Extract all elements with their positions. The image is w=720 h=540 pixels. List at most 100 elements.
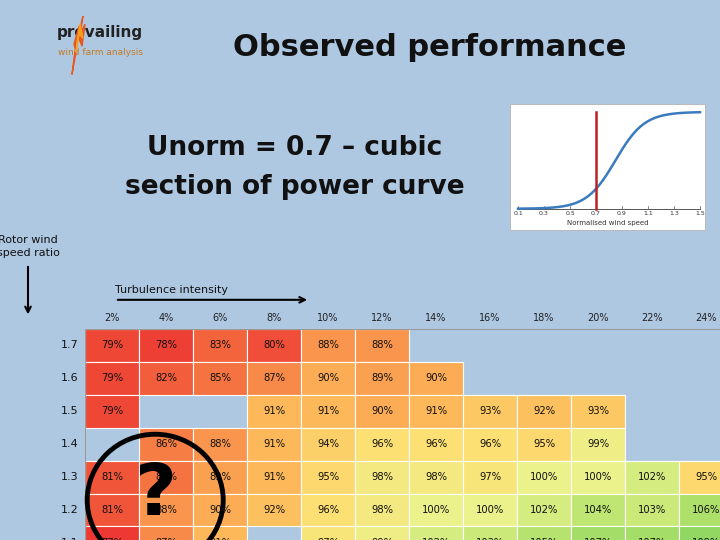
Text: 90%: 90%: [371, 406, 393, 416]
Text: 100%: 100%: [530, 472, 558, 482]
Text: 91%: 91%: [263, 439, 285, 449]
Bar: [463, 461, 517, 494]
Text: 86%: 86%: [155, 439, 177, 449]
Bar: [625, 526, 679, 540]
Bar: [301, 395, 355, 428]
Text: 96%: 96%: [479, 439, 501, 449]
Text: 1.6: 1.6: [61, 373, 78, 383]
Text: 96%: 96%: [371, 439, 393, 449]
Text: 97%: 97%: [317, 538, 339, 540]
Bar: [301, 461, 355, 494]
Bar: [247, 494, 301, 526]
Bar: [571, 395, 625, 428]
Text: 99%: 99%: [371, 538, 393, 540]
Text: 1.4: 1.4: [61, 439, 79, 449]
Text: speed ratio: speed ratio: [0, 248, 60, 258]
Text: 0.5: 0.5: [565, 211, 575, 215]
Text: 96%: 96%: [425, 439, 447, 449]
Text: 93%: 93%: [587, 406, 609, 416]
Text: 100%: 100%: [422, 505, 450, 515]
Text: 105%: 105%: [530, 538, 558, 540]
Bar: [85, 526, 139, 540]
Text: 103%: 103%: [476, 538, 504, 540]
Text: Observed performance: Observed performance: [233, 33, 626, 62]
Text: 98%: 98%: [425, 472, 447, 482]
Text: 95%: 95%: [533, 439, 555, 449]
Text: 102%: 102%: [530, 505, 558, 515]
Text: 102%: 102%: [422, 538, 450, 540]
Text: 12%: 12%: [372, 313, 392, 323]
Text: 24%: 24%: [696, 313, 716, 323]
Bar: [85, 329, 139, 362]
Bar: [463, 428, 517, 461]
Text: 89%: 89%: [371, 373, 393, 383]
Bar: [355, 461, 409, 494]
Text: section of power curve: section of power curve: [125, 173, 465, 199]
Text: 88%: 88%: [371, 340, 393, 350]
Bar: [85, 461, 139, 494]
Text: 85%: 85%: [209, 373, 231, 383]
Bar: [355, 526, 409, 540]
Bar: [85, 494, 139, 526]
Text: 0.9: 0.9: [617, 211, 627, 215]
Polygon shape: [72, 16, 85, 75]
Text: 87%: 87%: [263, 373, 285, 383]
Text: 1.1: 1.1: [61, 538, 78, 540]
Text: 8%: 8%: [266, 313, 282, 323]
Bar: [193, 526, 247, 540]
Text: 1.2: 1.2: [61, 505, 79, 515]
Bar: [193, 362, 247, 395]
Text: 81%: 81%: [101, 505, 123, 515]
Text: 82%: 82%: [155, 373, 177, 383]
Text: 97%: 97%: [479, 472, 501, 482]
Text: 79%: 79%: [101, 373, 123, 383]
Text: 96%: 96%: [317, 505, 339, 515]
Text: 85%: 85%: [155, 472, 177, 482]
Text: 109%: 109%: [692, 538, 720, 540]
Text: Unorm = 0.7 – cubic: Unorm = 0.7 – cubic: [148, 135, 443, 161]
Text: 16%: 16%: [480, 313, 500, 323]
Text: 95%: 95%: [317, 472, 339, 482]
Text: Rotor wind: Rotor wind: [0, 235, 58, 245]
Bar: [463, 526, 517, 540]
Bar: [301, 526, 355, 540]
Bar: [247, 395, 301, 428]
Bar: [679, 526, 720, 540]
Text: 102%: 102%: [638, 472, 666, 482]
Text: 90%: 90%: [317, 373, 339, 383]
Bar: [301, 494, 355, 526]
Text: 0.1: 0.1: [513, 211, 523, 215]
Bar: [139, 461, 193, 494]
Text: 10%: 10%: [318, 313, 338, 323]
Text: 91%: 91%: [263, 472, 285, 482]
Bar: [463, 395, 517, 428]
Text: 1.3: 1.3: [61, 472, 78, 482]
Bar: [139, 362, 193, 395]
Bar: [409, 362, 463, 395]
Text: 87%: 87%: [155, 538, 177, 540]
Bar: [517, 494, 571, 526]
Text: 79%: 79%: [101, 340, 123, 350]
Bar: [301, 428, 355, 461]
Text: 99%: 99%: [587, 439, 609, 449]
Text: 83%: 83%: [209, 340, 231, 350]
Text: 104%: 104%: [584, 505, 612, 515]
Bar: [247, 428, 301, 461]
Bar: [571, 428, 625, 461]
Bar: [517, 461, 571, 494]
Text: 78%: 78%: [155, 340, 177, 350]
Text: 93%: 93%: [479, 406, 501, 416]
Text: 98%: 98%: [371, 505, 393, 515]
Bar: [355, 329, 409, 362]
Bar: [625, 494, 679, 526]
Text: 91%: 91%: [425, 406, 447, 416]
Bar: [301, 329, 355, 362]
Text: 92%: 92%: [533, 406, 555, 416]
Bar: [409, 395, 463, 428]
Text: 106%: 106%: [692, 505, 720, 515]
Text: wind farm analysis: wind farm analysis: [58, 48, 143, 57]
Bar: [85, 329, 720, 540]
Bar: [409, 494, 463, 526]
Bar: [625, 461, 679, 494]
Bar: [517, 395, 571, 428]
